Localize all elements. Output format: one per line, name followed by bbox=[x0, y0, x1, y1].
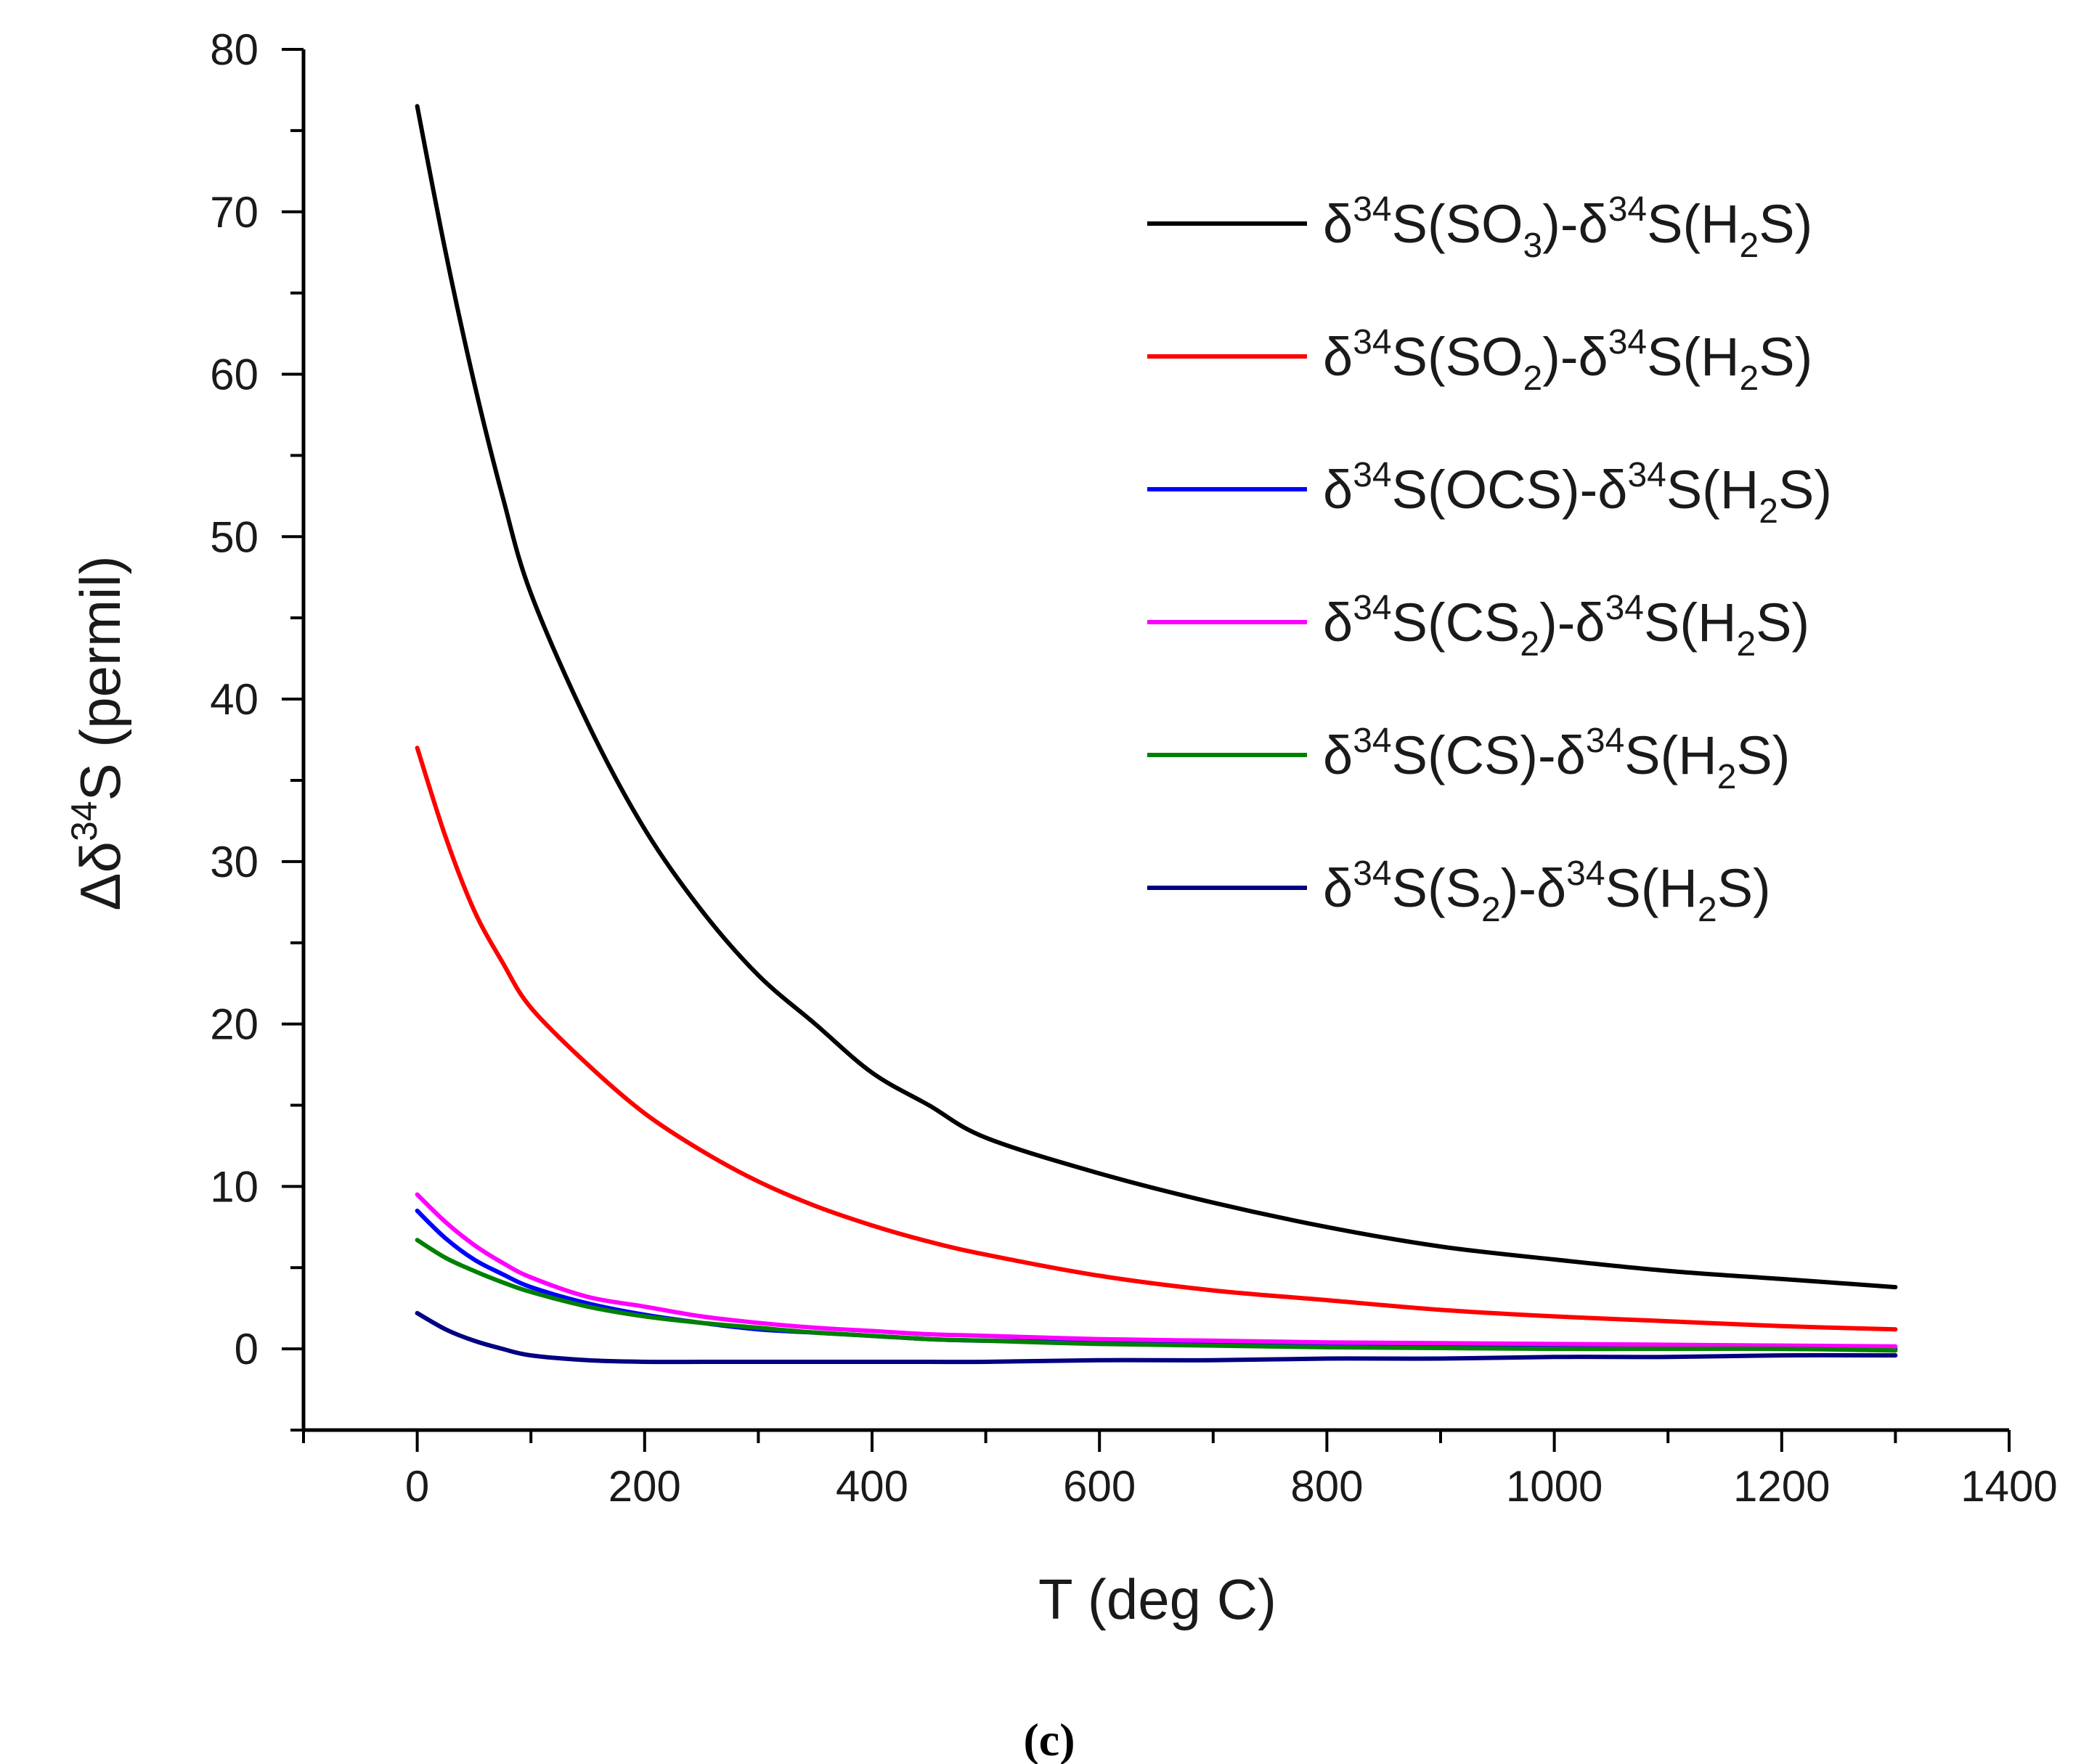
y-tick-label: 30 bbox=[210, 838, 258, 886]
x-tick-label: 400 bbox=[836, 1462, 908, 1511]
x-tick-label: 1200 bbox=[1733, 1462, 1830, 1511]
series-line-cs2-h2s bbox=[415, 1192, 1898, 1349]
y-tick-label: 20 bbox=[210, 1000, 258, 1049]
x-tick-label: 800 bbox=[1290, 1462, 1363, 1511]
series-line-cs-h2s bbox=[415, 1238, 1898, 1353]
legend-label-ocs-h2s: δ34S(OCS)-δ34S(H2S) bbox=[1323, 456, 1832, 531]
series-line-so2-h2s bbox=[415, 746, 1898, 1332]
legend-label-s2-h2s: δ34S(S2)-δ34S(H2S) bbox=[1323, 854, 1771, 929]
series-line-so3-h2s bbox=[415, 104, 1898, 1290]
axes bbox=[301, 49, 2009, 1432]
series-line-ocs-h2s bbox=[415, 1208, 1898, 1352]
x-tick-label: 0 bbox=[405, 1462, 429, 1511]
x-tick-label: 600 bbox=[1063, 1462, 1136, 1511]
x-tick-label: 1400 bbox=[1960, 1462, 2057, 1511]
x-tick-label: 1000 bbox=[1506, 1462, 1603, 1511]
y-tick-label: 40 bbox=[210, 675, 258, 724]
y-axis-title-prefix: Δδ bbox=[68, 841, 132, 911]
y-tick-label: 60 bbox=[210, 351, 258, 399]
tick-labels: 0 200 400 600 800 1000 1200 1400 0 10 20 30 40 50 60 70… bbox=[210, 25, 2057, 1511]
series-layer bbox=[415, 104, 1898, 1365]
axis-ticks bbox=[282, 48, 2011, 1452]
y-tick-label: 70 bbox=[210, 188, 258, 237]
legend: δ34S(SO3)-δ34S(H2S) δ34S(SO2)-δ34S(H2S) δ3… bbox=[1147, 190, 1832, 929]
x-tick-label: 200 bbox=[608, 1462, 681, 1511]
legend-label-cs2-h2s: δ34S(CS2)-δ34S(H2S) bbox=[1323, 589, 1809, 663]
y-tick-label: 10 bbox=[210, 1162, 258, 1211]
figure-caption: (c) bbox=[1023, 1714, 1075, 1764]
y-tick-label: 0 bbox=[235, 1325, 258, 1373]
y-tick-label: 50 bbox=[210, 513, 258, 561]
x-axis-title: T (deg C) bbox=[1038, 1567, 1276, 1631]
y-axis-title-sup: 34 bbox=[64, 801, 105, 841]
legend-label-cs-h2s: δ34S(CS)-δ34S(H2S) bbox=[1323, 722, 1790, 796]
legend-label-so2-h2s: δ34S(SO2)-δ34S(H2S) bbox=[1323, 323, 1812, 398]
y-axis-title-suffix: S (permil) bbox=[68, 555, 132, 801]
y-tick-label: 80 bbox=[210, 25, 258, 74]
legend-label-so3-h2s: δ34S(SO3)-δ34S(H2S) bbox=[1323, 190, 1812, 265]
series-line-s2-h2s bbox=[415, 1310, 1898, 1365]
y-axis-title: Δδ34S (permil) bbox=[64, 555, 132, 910]
